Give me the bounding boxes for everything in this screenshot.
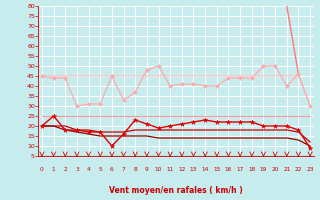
X-axis label: Vent moyen/en rafales ( km/h ): Vent moyen/en rafales ( km/h ) (109, 186, 243, 195)
